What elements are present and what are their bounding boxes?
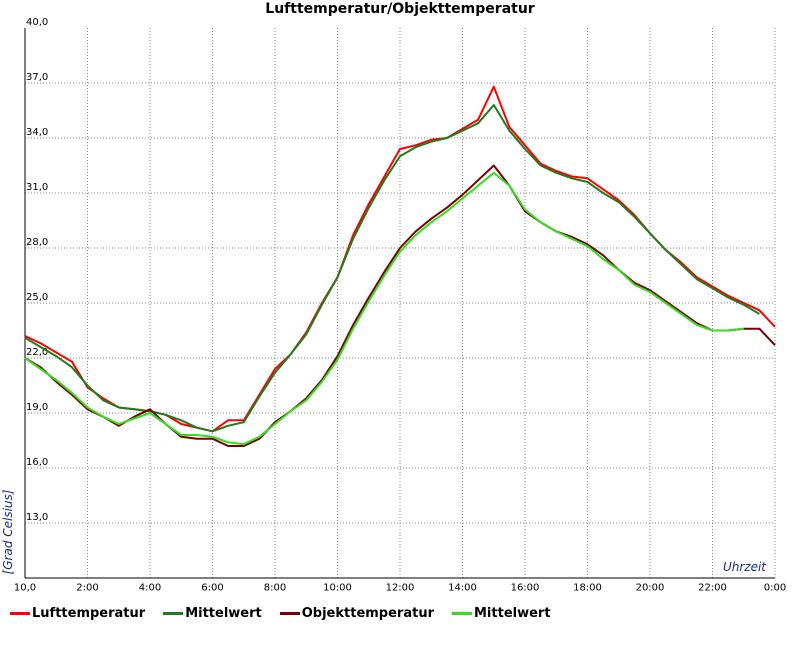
x-tick-label: 22:00 bbox=[698, 582, 727, 593]
x-tick-label: 12:00 bbox=[386, 582, 415, 593]
y-tick-label: 37,0 bbox=[26, 72, 48, 83]
legend-swatch bbox=[163, 612, 184, 615]
y-tick-label: 34,0 bbox=[26, 127, 48, 138]
legend-label: Lufttemperatur bbox=[32, 606, 146, 621]
legend-item: Mittelwert bbox=[163, 606, 262, 621]
x-tick-label: 20:00 bbox=[636, 582, 665, 593]
x-axis-label: Uhrzeit bbox=[723, 560, 767, 574]
x-tick-label: 10:00 bbox=[323, 582, 352, 593]
series-line-2 bbox=[24, 104, 760, 433]
legend-item: Objekttemperatur bbox=[279, 606, 434, 621]
y-tick-label: 28,0 bbox=[26, 237, 48, 248]
y-tick-label: 19,0 bbox=[26, 402, 48, 413]
x-tick-label: 6:00 bbox=[201, 582, 223, 593]
y-axis-label: [Grad Celsius] bbox=[1, 489, 15, 574]
legend-label: Mittelwert bbox=[474, 606, 551, 621]
grid bbox=[24, 28, 776, 579]
legend: Lufttemperatur Mittelwert Objekttemperatur… bbox=[10, 606, 551, 621]
legend-swatch bbox=[452, 612, 472, 615]
y-tick-label: 13,0 bbox=[26, 512, 48, 523]
series-line-3 bbox=[24, 164, 776, 447]
y-tick-label: 25,0 bbox=[26, 292, 48, 303]
x-tick-label: 4:00 bbox=[139, 582, 161, 593]
y-tick-label: 22,0 bbox=[26, 347, 48, 358]
legend-item: Lufttemperatur bbox=[10, 606, 145, 621]
tick-labels: 10,0 2:00 4:00 6:00 8:00 10:00 12:00 14:00 16:00… bbox=[14, 17, 786, 593]
chart-title: Lufttemperatur/Objekttemperatur bbox=[265, 1, 535, 17]
line-chart: Lufttemperatur/Objekttemperatur 10,0 2:00… bbox=[1, 1, 786, 593]
y-tick-label: 40,0 bbox=[26, 17, 48, 28]
y-tick-label: 31,0 bbox=[26, 182, 48, 193]
x-tick-label: 10,0 bbox=[14, 582, 36, 593]
legend-label: Objekttemperatur bbox=[301, 606, 434, 621]
x-tick-label: 16:00 bbox=[511, 582, 540, 593]
series-lines bbox=[24, 85, 776, 447]
legend-swatch bbox=[10, 612, 30, 615]
legend-item: Mittelwert bbox=[452, 606, 551, 621]
x-tick-label: 14:00 bbox=[448, 582, 477, 593]
legend-swatch bbox=[279, 612, 300, 615]
x-tick-label: 2:00 bbox=[76, 582, 98, 593]
series-line-4 bbox=[24, 171, 744, 446]
y-tick-label: 16,0 bbox=[26, 457, 48, 468]
legend-label: Mittelwert bbox=[185, 606, 262, 621]
x-tick-label: 8:00 bbox=[264, 582, 286, 593]
x-tick-label: 18:00 bbox=[573, 582, 602, 593]
x-tick-label: 0:00 bbox=[764, 582, 786, 593]
